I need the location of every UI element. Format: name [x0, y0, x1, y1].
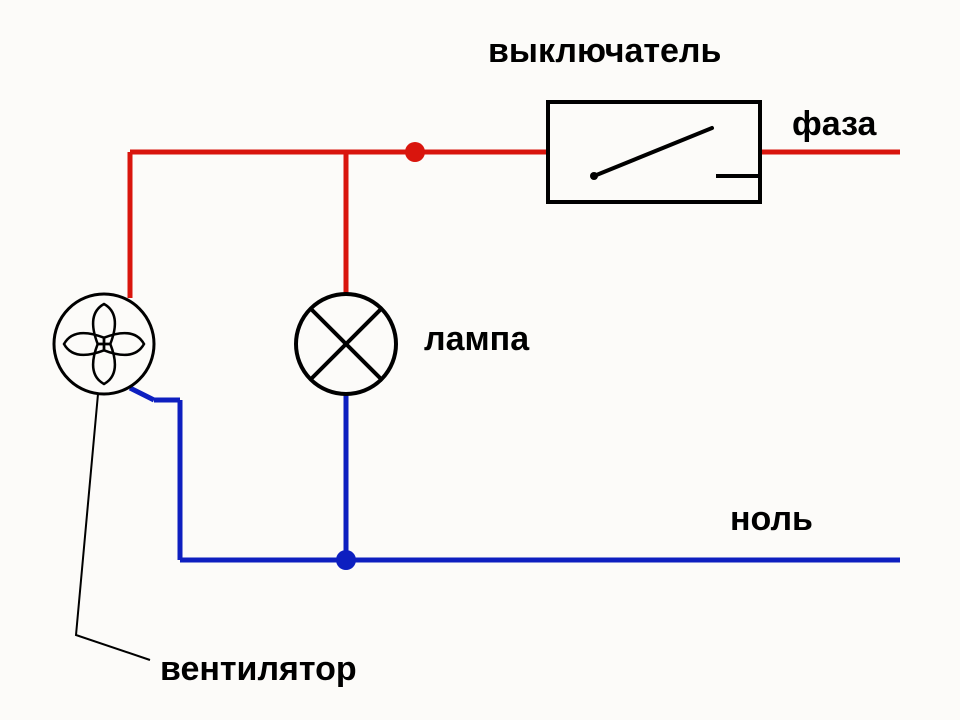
- switch-pivot: [590, 172, 598, 180]
- switch-label: выключатель: [488, 32, 721, 71]
- wire-neutral-fan-in: [130, 388, 154, 400]
- neutral-label: ноль: [730, 500, 813, 539]
- fan-label: вентилятор: [160, 650, 357, 689]
- node-neutral: [336, 550, 356, 570]
- phase-label: фаза: [792, 105, 876, 144]
- node-hot: [405, 142, 425, 162]
- switch-blade: [594, 128, 712, 176]
- lamp-label: лампа: [424, 320, 529, 359]
- fan-leader-line: [76, 394, 150, 660]
- diagram-canvas: выключатель фаза лампа ноль вентилятор: [0, 0, 960, 720]
